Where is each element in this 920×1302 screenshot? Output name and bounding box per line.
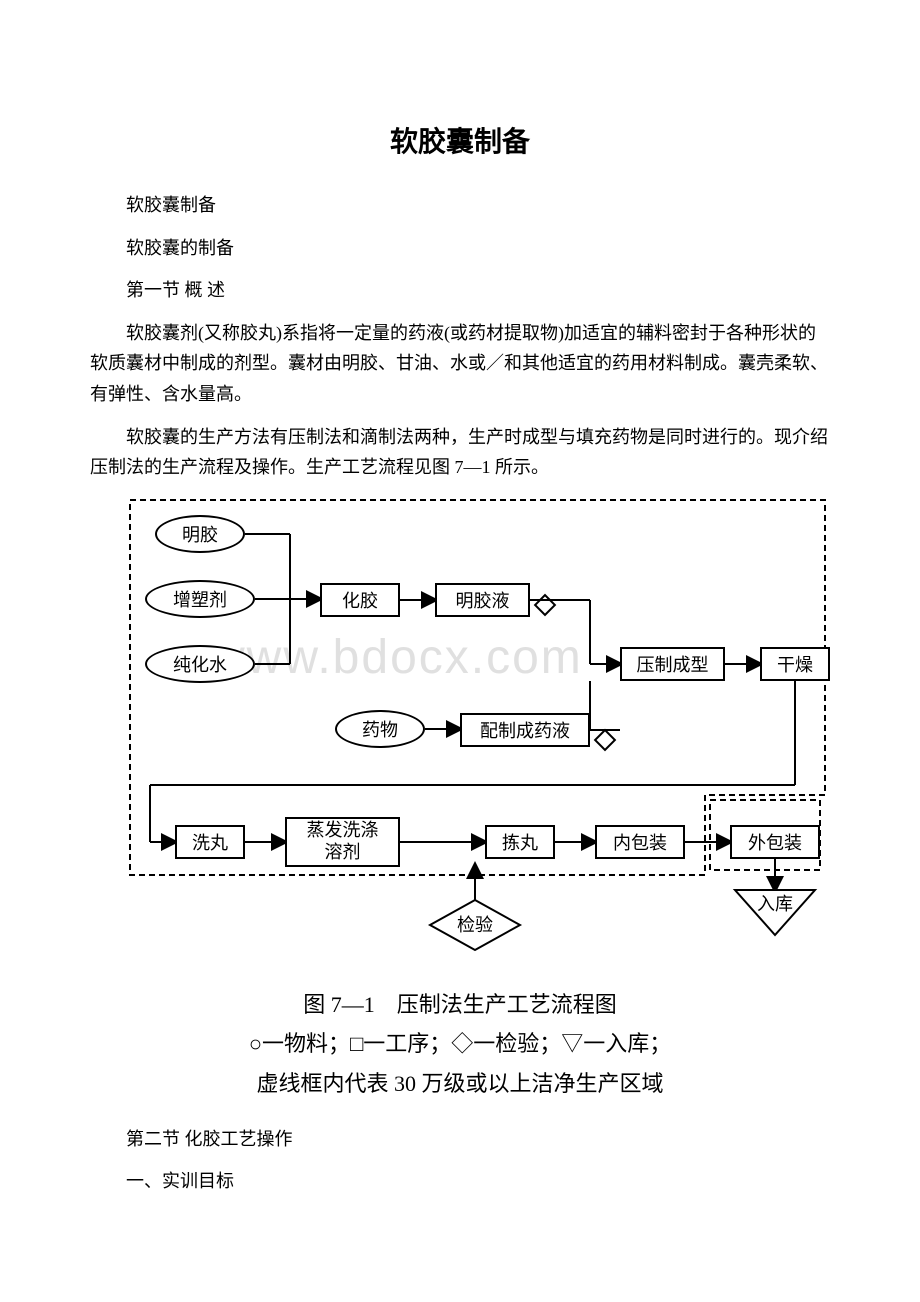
para-2: 软胶囊的制备 xyxy=(90,233,830,264)
node-zhengfa: 蒸发洗涤 溶剂 xyxy=(285,817,400,867)
caption-line-2: ○一物料；□一工序；◇一检验；▽一入库； xyxy=(90,1024,830,1064)
page-title: 软胶囊制备 xyxy=(90,120,830,160)
figure-caption: 图 7—1 压制法生产工艺流程图 ○一物料；□一工序；◇一检验；▽一入库； 虚线… xyxy=(90,985,830,1104)
node-mingjiao: 明胶 xyxy=(155,515,245,553)
node-jianwan: 拣丸 xyxy=(485,825,555,859)
svg-text:入库: 入库 xyxy=(757,894,793,914)
node-yazhi: 压制成型 xyxy=(620,647,725,681)
para-3: 第一节 概 述 xyxy=(90,275,830,306)
node-ganzao: 干燥 xyxy=(760,647,830,681)
caption-line-3: 虚线框内代表 30 万级或以上洁净生产区域 xyxy=(90,1064,830,1104)
node-neibao: 内包装 xyxy=(595,825,685,859)
node-waibao: 外包装 xyxy=(730,825,820,859)
caption-line-1: 图 7—1 压制法生产工艺流程图 xyxy=(90,985,830,1025)
para-1: 软胶囊制备 xyxy=(90,190,830,221)
svg-text:检验: 检验 xyxy=(457,915,493,935)
para-6: 第二节 化胶工艺操作 xyxy=(90,1124,830,1155)
node-peizhi: 配制成药液 xyxy=(460,713,590,747)
node-huajiao: 化胶 xyxy=(320,583,400,617)
para-7: 一、实训目标 xyxy=(90,1166,830,1197)
node-yaowu: 药物 xyxy=(335,710,425,748)
node-xiwan: 洗丸 xyxy=(175,825,245,859)
node-zengsu: 增塑剂 xyxy=(145,580,255,618)
para-5: 软胶囊的生产方法有压制法和滴制法两种，生产时成型与填充药物是同时进行的。现介绍压… xyxy=(90,422,830,483)
flowchart-diagram: www.bdocx.com xyxy=(90,495,830,965)
node-chunshui: 纯化水 xyxy=(145,645,255,683)
para-4: 软胶囊剂(又称胶丸)系指将一定量的药液(或药材提取物)加适宜的辅料密封于各种形状… xyxy=(90,318,830,410)
node-mingjiaoy: 明胶液 xyxy=(435,583,530,617)
